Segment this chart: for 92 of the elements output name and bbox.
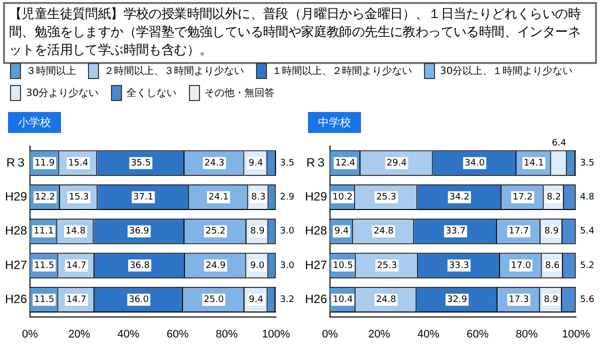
data-label: 8.3 (251, 192, 266, 203)
data-label: 14.7 (66, 295, 86, 306)
data-label: 12.4 (335, 158, 356, 168)
y-tick-label: H27 (5, 258, 28, 272)
data-label: 24.8 (376, 295, 396, 306)
data-label: 36.0 (128, 295, 150, 306)
data-label: 9.0 (250, 260, 265, 271)
legend-label: ２時間以上、３時間より少ない (104, 64, 244, 78)
data-label: 25.3 (376, 260, 397, 271)
data-label: 24.1 (208, 192, 229, 203)
x-tick-label: 0% (22, 328, 38, 340)
legend-label: 30分より少ない (26, 86, 99, 100)
data-label: 29.4 (386, 158, 407, 168)
data-label: 5.2 (580, 260, 594, 271)
x-tick-label: 100% (562, 328, 590, 340)
data-label: 25.3 (376, 192, 396, 203)
data-label: 15.3 (68, 192, 89, 203)
chart-title: 【児童生徒質問紙】学校の授業時間以外に、普段（月曜日から金曜日）、１日当たりどれくらいの時間、勉強をしますか（学習塾で勉強している時間や家庭教師の先生に教わっている時間、インターネットを活用して学ぶ時間も含む）。 (3, 2, 597, 64)
legend-label: 全くしない (126, 87, 177, 100)
data-label: 12.2 (34, 192, 56, 203)
data-label: 34.2 (449, 192, 470, 203)
x-tick-label: 60% (466, 328, 489, 340)
y-tick-label: H29 (305, 190, 328, 204)
data-label: 17.7 (508, 226, 529, 237)
data-label: 9.4 (248, 158, 264, 168)
data-label: 10.2 (332, 192, 353, 203)
data-label: 24.3 (204, 158, 224, 168)
y-tick-label: H29 (5, 190, 28, 204)
data-label: 11.1 (34, 226, 54, 237)
data-label: 34.0 (464, 158, 485, 168)
x-tick-label: 40% (417, 328, 440, 340)
data-label: 8.9 (250, 226, 265, 237)
data-label: 15.4 (68, 158, 89, 168)
legend-label: 30分以上、１時間より少ない (440, 64, 573, 78)
data-label: 5.4 (580, 226, 595, 237)
data-label: 36.8 (130, 260, 150, 271)
data-label: 11.5 (34, 295, 54, 306)
x-tick-label: 20% (68, 328, 90, 340)
x-tick-label: 100% (262, 328, 290, 340)
data-label: 4.8 (580, 192, 595, 203)
legend-label: ３時間以上 (26, 64, 76, 78)
data-label: 25.0 (204, 295, 224, 306)
y-tick-label: R３ (6, 155, 28, 170)
y-tick-label: H26 (305, 292, 328, 306)
data-label: 9.4 (334, 226, 349, 237)
x-tick-label: 40% (117, 328, 140, 340)
data-label: 11.9 (34, 158, 55, 168)
data-label: 17.2 (512, 192, 533, 203)
x-tick-label: 60% (166, 328, 189, 340)
data-label: 36.9 (129, 226, 150, 237)
data-label: 3.5 (280, 158, 294, 168)
data-label: 35.5 (130, 158, 151, 168)
data-label: 25.2 (205, 226, 226, 237)
data-label: 8.6 (545, 260, 560, 271)
data-label: 3.5 (580, 158, 594, 168)
x-tick-label: 20% (368, 328, 390, 340)
data-label: 32.9 (447, 295, 468, 306)
data-label: 14.1 (524, 158, 544, 168)
data-label: 9.4 (248, 295, 264, 306)
data-label: 33.3 (449, 260, 470, 271)
data-label: 3.2 (280, 295, 294, 306)
data-label: 2.9 (280, 192, 295, 203)
legend-label: その他・無回答 (204, 87, 275, 100)
data-label: 24.9 (206, 260, 226, 271)
data-label: 10.4 (332, 295, 354, 306)
data-label: 17.3 (508, 295, 529, 306)
chart-subtitle: 中学校 (308, 112, 361, 133)
data-label: 37.1 (133, 192, 154, 203)
data-label: 33.7 (446, 226, 466, 237)
data-label: 8.9 (544, 226, 559, 237)
x-tick-label: 0% (322, 328, 338, 340)
legend-label: １時間以上、２時間より少ない (272, 64, 412, 78)
y-tick-label: H26 (5, 292, 28, 306)
y-tick-label: H28 (5, 224, 28, 238)
data-label: 14.8 (66, 226, 86, 237)
data-label: 8.2 (546, 192, 562, 203)
data-label: 11.5 (34, 260, 54, 271)
data-label: 14.7 (66, 260, 86, 271)
y-tick-label: R３ (306, 155, 328, 170)
x-tick-label: 80% (516, 328, 538, 340)
data-label: 3.0 (280, 226, 295, 237)
data-label: 6.4 (552, 138, 566, 149)
y-tick-label: H28 (305, 224, 328, 238)
x-tick-label: 80% (216, 328, 238, 340)
data-label: 24.8 (374, 226, 394, 237)
data-label: 5.6 (580, 295, 595, 306)
data-label: 17.0 (510, 260, 532, 271)
data-label: 10.5 (332, 260, 353, 271)
data-label: 8.9 (544, 295, 558, 306)
y-tick-label: H27 (305, 258, 328, 272)
chart-subtitle: 小学校 (8, 112, 61, 133)
data-label: 3.0 (280, 260, 295, 271)
